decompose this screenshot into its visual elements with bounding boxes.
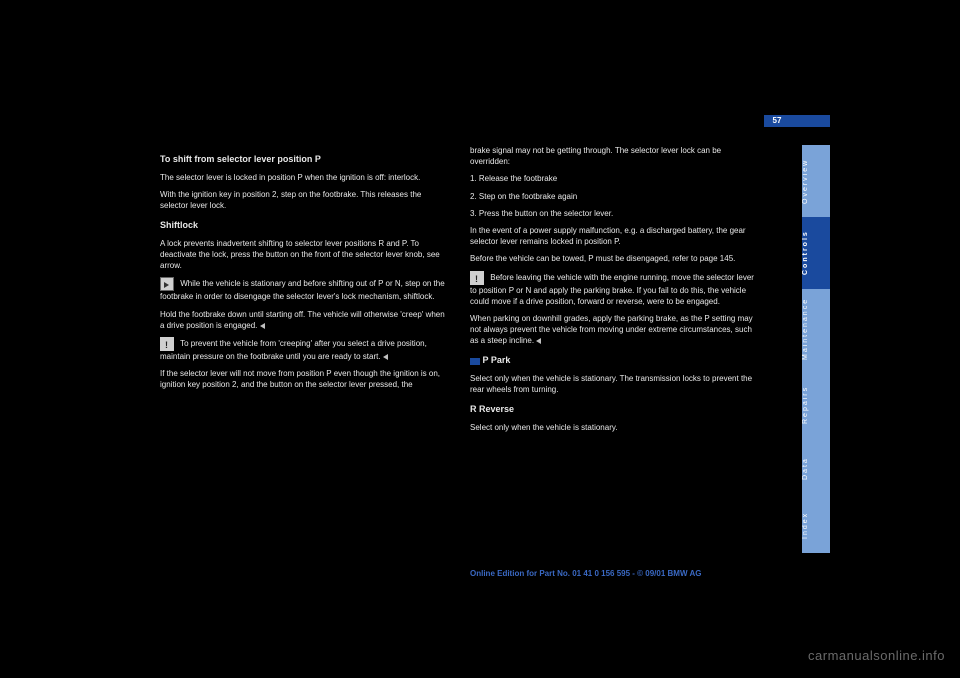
body-text: Select only when the vehicle is stationa… <box>470 373 760 395</box>
triangle-icon <box>260 323 265 329</box>
body-text: To prevent the vehicle from 'creeping' a… <box>160 337 450 362</box>
body-text: brake signal may not be getting through.… <box>470 145 760 167</box>
tab-data[interactable]: Data <box>802 441 830 497</box>
body-text: Before the vehicle can be towed, P must … <box>470 253 760 264</box>
body-text: Hold the footbrake down until starting o… <box>160 310 445 330</box>
side-tabs: Overview Controls Maintenance Repairs Da… <box>802 145 830 553</box>
body-text: A lock prevents inadvertent shifting to … <box>160 238 450 272</box>
warning-icon <box>160 337 174 351</box>
body-text: 2. Step on the footbrake again <box>470 191 760 202</box>
triangle-icon <box>536 338 541 344</box>
body-text: While the vehicle is stationary and befo… <box>160 277 450 302</box>
watermark: carmanualsonline.info <box>808 648 945 663</box>
body-text: 3. Press the button on the selector leve… <box>470 208 760 219</box>
left-column: To shift from selector lever position P … <box>160 145 450 396</box>
heading-p-park: P Park <box>470 354 760 367</box>
heading-shift-from-p: To shift from selector lever position P <box>160 153 450 166</box>
heading-r-reverse: R Reverse <box>470 403 760 416</box>
warning-icon <box>470 271 484 285</box>
header-bar <box>788 115 830 127</box>
tab-overview[interactable]: Overview <box>802 145 830 217</box>
body-text: 1. Release the footbrake <box>470 173 760 184</box>
body-text: If the selector lever will not move from… <box>160 368 450 390</box>
heading-shiftlock: Shiftlock <box>160 219 450 232</box>
footer-edition: Online Edition for Part No. 01 41 0 156 … <box>470 568 701 579</box>
tab-controls[interactable]: Controls <box>802 217 830 289</box>
body-text: Select only when the vehicle is stationa… <box>470 422 760 433</box>
manual-page: 57 Overview Controls Maintenance Repairs… <box>130 85 830 595</box>
page-content: To shift from selector lever position P … <box>160 145 760 585</box>
tab-index[interactable]: Index <box>802 497 830 553</box>
body-text: The selector lever is locked in position… <box>160 172 450 183</box>
body-text: In the event of a power supply malfuncti… <box>470 225 760 247</box>
right-column: brake signal may not be getting through.… <box>470 145 760 439</box>
body-text: Before leaving the vehicle with the engi… <box>470 273 754 306</box>
triangle-icon <box>383 354 388 360</box>
body-text: Hold the footbrake down until starting o… <box>160 309 450 331</box>
body-text: Before leaving the vehicle with the engi… <box>470 271 760 307</box>
tab-maintenance[interactable]: Maintenance <box>802 289 830 369</box>
heading-text: P Park <box>483 355 511 365</box>
page-number: 57 <box>764 115 790 127</box>
body-text: When parking on downhill grades, apply t… <box>470 313 760 347</box>
body-text: When parking on downhill grades, apply t… <box>470 314 753 345</box>
arrow-icon <box>160 277 174 291</box>
body-text: While the vehicle is stationary and befo… <box>160 279 445 301</box>
body-text: With the ignition key in position 2, ste… <box>160 189 450 211</box>
blue-marker-icon <box>470 358 480 365</box>
tab-repairs[interactable]: Repairs <box>802 369 830 441</box>
